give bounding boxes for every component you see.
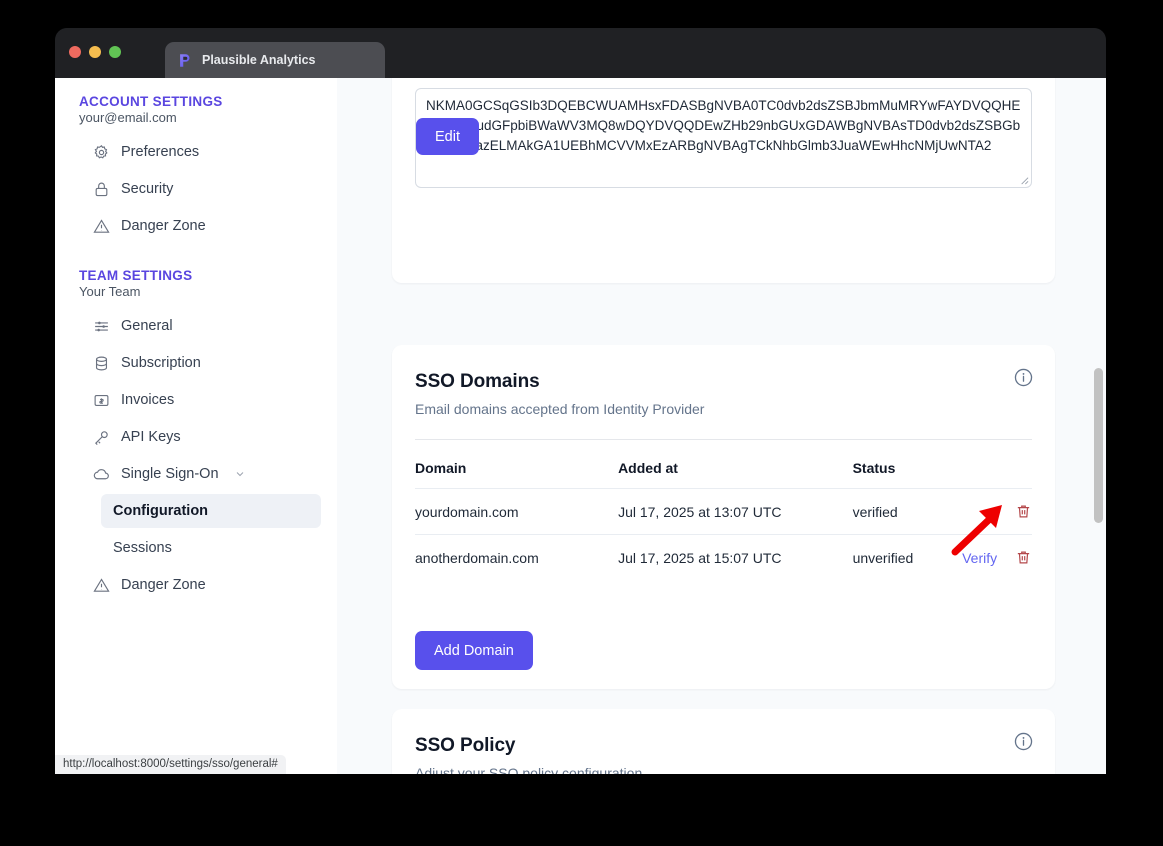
certificate-textarea[interactable]: NKMA0GCSqGSIb3DQEBCWUAMHsxFDASBgNVBA0TC0… — [415, 88, 1032, 188]
browser-titlebar: Plausible Analytics — [55, 28, 1106, 78]
cell-domain: yourdomain.com — [415, 488, 619, 535]
sso-domains-title: SSO Domains — [415, 371, 540, 392]
sso-domains-table: Domain Added at Status yourdomain.com Ju… — [415, 448, 1032, 580]
sidebar-item-subscription[interactable]: Subscription — [93, 346, 321, 380]
cell-domain: anotherdomain.com — [415, 534, 619, 580]
trash-icon[interactable] — [1015, 503, 1032, 520]
column-header-added-at: Added at — [618, 460, 678, 476]
maximize-window-button[interactable] — [109, 46, 121, 58]
table-header-row: Domain Added at Status — [415, 448, 1032, 489]
cell-status: unverified — [852, 534, 963, 580]
sidebar-item-single-sign-on[interactable]: Single Sign-On — [93, 457, 321, 491]
window-traffic-lights — [69, 46, 121, 58]
cell-actions — [962, 488, 1032, 535]
sso-policy-subtitle: Adjust your SSO policy configuration — [415, 765, 643, 774]
plausible-logo-icon — [180, 53, 190, 67]
sidebar-item-label: Preferences — [121, 144, 200, 160]
settings-sidebar: ACCOUNT SETTINGS your@email.com Preferen… — [55, 78, 337, 774]
sso-domains-subtitle: Email domains accepted from Identity Pro… — [415, 401, 705, 417]
cell-actions: Verify — [962, 534, 1032, 580]
sidebar-item-label: Subscription — [121, 355, 201, 371]
sidebar-item-label: Danger Zone — [121, 218, 206, 234]
team-settings-header: TEAM SETTINGS Your Team — [55, 268, 337, 299]
sidebar-item-label: Danger Zone — [121, 577, 206, 593]
sidebar-item-label: Configuration — [113, 503, 209, 519]
sidebar-item-label: Sessions — [113, 540, 172, 556]
column-header-status: Status — [852, 460, 896, 476]
sso-policy-card: SSO Policy Adjust your SSO policy config… — [392, 709, 1055, 774]
cell-added-at: Jul 17, 2025 at 15:07 UTC — [618, 534, 853, 580]
minimize-window-button[interactable] — [89, 46, 101, 58]
sidebar-item-label: Security — [121, 181, 174, 197]
info-circle-icon[interactable] — [1013, 367, 1034, 388]
add-domain-button[interactable]: Add Domain — [415, 631, 533, 670]
database-icon — [95, 356, 108, 370]
sidebar-item-label: Invoices — [121, 392, 175, 408]
team-name: Your Team — [79, 284, 141, 299]
sidebar-item-general[interactable]: General — [93, 309, 321, 343]
status-bar-url: http://localhost:8000/settings/sso/gener… — [55, 755, 286, 774]
warning-triangle-icon — [93, 218, 110, 233]
close-window-button[interactable] — [69, 46, 81, 58]
gear-icon — [94, 144, 108, 158]
account-email: your@email.com — [79, 110, 177, 125]
page-viewport: ACCOUNT SETTINGS your@email.com Preferen… — [55, 78, 1106, 774]
cell-status: verified — [852, 488, 963, 535]
table-row: anotherdomain.com Jul 17, 2025 at 15:07 … — [415, 534, 1032, 580]
edit-button[interactable]: Edit — [416, 118, 479, 155]
sidebar-item-invoices[interactable]: Invoices — [93, 383, 321, 417]
page-scrollbar-thumb[interactable] — [1094, 368, 1103, 523]
page-scrollbar[interactable] — [1094, 78, 1103, 774]
sidebar-item-sessions[interactable]: Sessions — [101, 531, 321, 565]
settings-content: NKMA0GCSqGSIb3DQEBCWUAMHsxFDASBgNVBA0TC0… — [337, 78, 1106, 774]
divider — [415, 439, 1032, 440]
sidebar-item-security[interactable]: Security — [93, 172, 321, 206]
textarea-resize-handle[interactable] — [1018, 174, 1029, 185]
column-header-domain: Domain — [415, 460, 467, 476]
invoice-icon — [94, 394, 109, 406]
team-nav-group: General Subscription Invoices — [55, 309, 337, 602]
browser-tab-title: Plausible Analytics — [202, 53, 316, 67]
sidebar-item-configuration[interactable]: Configuration — [101, 494, 321, 528]
sidebar-item-danger-zone-account[interactable]: Danger Zone — [93, 209, 321, 243]
sso-policy-title: SSO Policy — [415, 735, 516, 756]
sidebar-item-label: API Keys — [121, 429, 181, 445]
warning-triangle-icon — [93, 577, 110, 592]
sidebar-item-danger-zone-team[interactable]: Danger Zone — [93, 568, 321, 602]
info-circle-icon[interactable] — [1013, 731, 1034, 752]
account-settings-title: ACCOUNT SETTINGS — [79, 94, 223, 109]
browser-window: Plausible Analytics ACCOUNT SETTINGS you… — [55, 28, 1106, 774]
key-icon — [95, 430, 108, 445]
table-row: yourdomain.com Jul 17, 2025 at 13:07 UTC… — [415, 488, 1032, 535]
cell-added-at: Jul 17, 2025 at 13:07 UTC — [618, 488, 853, 535]
account-settings-header: ACCOUNT SETTINGS your@email.com — [55, 94, 337, 125]
account-nav-group: Preferences Security Danger Zone — [55, 135, 337, 243]
sidebar-item-label: Single Sign-On — [121, 466, 219, 482]
sidebar-item-label: General — [121, 318, 173, 334]
browser-tab[interactable]: Plausible Analytics — [165, 42, 385, 78]
certificate-value: NKMA0GCSqGSIb3DQEBCWUAMHsxFDASBgNVBA0TC0… — [426, 98, 1021, 153]
column-header-actions — [962, 448, 1032, 489]
sidebar-item-api-keys[interactable]: API Keys — [93, 420, 321, 454]
sidebar-item-preferences[interactable]: Preferences — [93, 135, 321, 169]
sliders-icon — [95, 321, 108, 331]
chevron-down-icon — [236, 472, 243, 477]
sso-domains-card: SSO Domains Email domains accepted from … — [392, 345, 1055, 689]
team-settings-title: TEAM SETTINGS — [79, 268, 193, 283]
trash-icon[interactable] — [1015, 549, 1032, 566]
sso-certificate-card: NKMA0GCSqGSIb3DQEBCWUAMHsxFDASBgNVBA0TC0… — [392, 78, 1055, 283]
cloud-icon — [93, 468, 109, 479]
verify-link[interactable]: Verify — [962, 550, 998, 566]
lock-icon — [95, 182, 108, 196]
